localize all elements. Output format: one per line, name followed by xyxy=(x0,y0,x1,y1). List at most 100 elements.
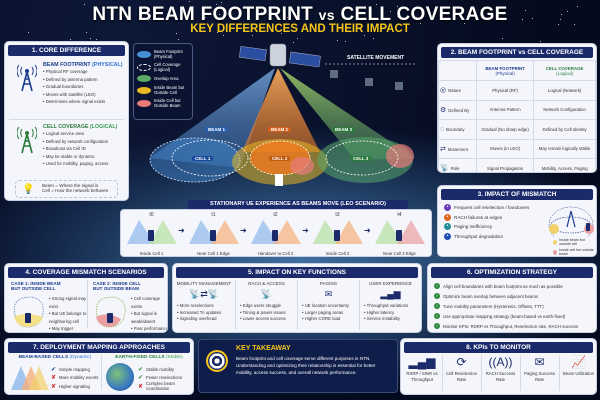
list-item: Defined by antenna pattern xyxy=(43,76,122,84)
beam-based-cells: BEAM-BASED CELLS (Dynamic) ✔ Simple mappi… xyxy=(11,355,99,360)
beam-based-heading: BEAM-BASED CELLS xyxy=(19,355,69,360)
kpi-label: RACH Success Rate xyxy=(482,371,519,383)
panel-title: 7. DEPLOYMENT MAPPING APPROACHES xyxy=(8,342,190,353)
panel-title: 4. COVERAGE MISMATCH SCENARIOS xyxy=(8,267,164,278)
timeline-step: t2 Handover to Cell 2 xyxy=(249,212,302,257)
row-label-text: Boundary xyxy=(446,127,464,132)
mismatch-item: • Throughput degradation xyxy=(444,232,529,242)
timeline-step: t4 Near Cell 2 Edge xyxy=(373,212,426,257)
legend-item: Cell Coverage (Logical) xyxy=(137,62,189,72)
function-column: MOBILITY MANAGEMENT📡⇄📡More reselectionsI… xyxy=(173,280,235,330)
panel-core-difference: 1. CORE DIFFERENCE BEAM FOOTPRINT (PHYSI… xyxy=(4,41,129,201)
function-icon: 📡 xyxy=(236,286,297,303)
function-column: USER EXPERIENCE ▂▄▆ Throughput variationsH… xyxy=(359,280,421,330)
row-label: ⚙ Defined By xyxy=(439,100,477,120)
cell-value: Defined by Cell Identity xyxy=(534,120,596,140)
optimization-text: Tune mobility parameters (Hysteresis, Of… xyxy=(443,304,544,309)
star xyxy=(297,38,298,39)
panel-title: 5. IMPACT ON KEY FUNCTIONS xyxy=(176,267,418,278)
function-column: RACH & ACCESS 📡 Edge users struggleTiming … xyxy=(235,280,297,330)
kpi-label: Beam Utilization xyxy=(560,371,597,377)
row-icon: ⚙ xyxy=(440,107,446,114)
list-item: May trigger reselection xyxy=(49,325,89,333)
list-item: Service instability xyxy=(364,316,421,323)
cell-coverage-block: CELL COVERAGE (LOGICAL) Logical service … xyxy=(43,124,117,168)
row-label-text: Movement xyxy=(448,147,468,152)
deployment-item: ✔ Simple mapping xyxy=(51,365,98,374)
case-2-diagram-icon xyxy=(93,295,129,329)
optimization-text: Align cell boundaries with beam footprin… xyxy=(443,284,563,289)
star xyxy=(96,39,97,40)
legend-swatch-icon xyxy=(137,64,151,71)
list-item: But UE belongs to neighboring cell xyxy=(49,310,89,325)
legend-label: Beam Footprint (Physical) xyxy=(154,49,189,59)
beam-position-icon xyxy=(311,218,364,246)
mismatch-icon: • xyxy=(444,233,451,240)
panel-impact-on-key-functions: 5. IMPACT ON KEY FUNCTIONS MOBILITY MANA… xyxy=(172,263,422,333)
function-list: More reselectionsIncreased TA updatesSig… xyxy=(173,303,235,323)
kpi-label: Cell Reselection Rate xyxy=(443,371,480,383)
kpi-item: ▂▄▆ RSRP / SINR vs Throughput xyxy=(403,355,441,391)
legend-label: Inside Cell but Outside Beam xyxy=(154,98,189,108)
case-1: CASE 1: INSIDE BEAM BUT OUTSIDE CELL Str… xyxy=(11,281,86,291)
optimization-item: ✓ Tune mobility parameters (Hysteresis, O… xyxy=(434,301,578,311)
header-beam: BEAM FOOTPRINT (Physical) xyxy=(477,61,534,81)
function-column: PAGING✉UE location uncertaintyLarger pag… xyxy=(297,280,359,330)
beam-based-tag: (Dynamic) xyxy=(70,355,92,360)
list-item: Poor performance or access failure xyxy=(131,325,168,333)
check-circle-icon: ✓ xyxy=(434,293,440,299)
panel-title: 8. KPIs TO MONITOR xyxy=(404,342,593,353)
cell-3-label: CELL 3 xyxy=(350,156,371,161)
optimization-item: ✓ Monitor KPIs: RSRP vs Throughput, Resel… xyxy=(434,321,578,331)
function-icon: 📡⇄📡 xyxy=(173,286,235,303)
legend-item: Overlap Area xyxy=(137,75,189,82)
panel-title: 1. CORE DIFFERENCE xyxy=(8,45,125,56)
function-list: Throughput variationsHigher latencyServi… xyxy=(360,303,421,323)
legend-swatch-icon xyxy=(137,75,151,82)
globe-icon xyxy=(106,363,134,391)
legend-label: Inside Beam but Outside Cell xyxy=(154,85,189,95)
cell-value: Mobility, Access, Paging xyxy=(534,159,596,174)
cell-tower-icon xyxy=(17,126,37,159)
row-icon: ◌ xyxy=(440,126,444,133)
check-icon: ✔ xyxy=(51,366,56,373)
row-label: ◌ Boundary xyxy=(439,120,477,140)
antenna-icon xyxy=(17,64,37,97)
header-blank xyxy=(439,61,477,81)
mismatch-list: • Frequent cell reselection / handovers • R… xyxy=(444,203,529,241)
cell-value: Logical (Network) xyxy=(534,81,596,101)
legend-swatch-icon xyxy=(137,100,151,107)
list-item: Signaling overhead xyxy=(177,316,235,323)
list-item: Cell coverage exists xyxy=(131,295,168,310)
check-circle-icon: ✓ xyxy=(434,303,440,309)
legend-item: Inside Cell but Outside Beam xyxy=(137,98,189,108)
panel-coverage-mismatch-scenarios: 4. COVERAGE MISMATCH SCENARIOS CASE 1: I… xyxy=(4,263,168,333)
star xyxy=(221,2,222,3)
beam-footprint-list: Physical RF coverageDefined by antenna p… xyxy=(43,68,122,106)
beam-position-icon xyxy=(249,218,302,246)
legend-swatch-icon xyxy=(137,87,151,94)
arrow-right-icon: ➜ xyxy=(364,226,371,235)
star xyxy=(189,1,190,2)
mismatch-icon: • xyxy=(444,214,451,221)
target-icon xyxy=(206,350,228,372)
beam-value: Antenna Pattern xyxy=(477,100,534,120)
optimization-item: ✓ Use appropriate mapping strategy (beam-… xyxy=(434,311,578,321)
list-item: Strong signal may exist xyxy=(49,295,89,310)
legend-label: Cell Coverage (Logical) xyxy=(154,62,189,72)
cross-icon: ✘ xyxy=(51,374,56,381)
divider xyxy=(101,355,102,390)
panel-beam-vs-cell: 2. BEAM FOOTPRINT vs CELL COVERAGE BEAM … xyxy=(437,43,597,173)
list-item: Lower access success xyxy=(240,316,297,323)
mismatch-icon: • xyxy=(444,223,451,230)
beam-3-label: BEAM 3 xyxy=(332,127,355,132)
kpi-item: ⟳ Cell Reselection Rate xyxy=(442,355,480,391)
list-item: But signal is weak/absent xyxy=(131,310,168,325)
legend-inside-beam: Inside beam but outside cell xyxy=(559,238,596,246)
deployment-text: Fewer reselections xyxy=(146,375,182,380)
cell-coverage-tag: (LOGICAL) xyxy=(90,124,117,130)
earth-fixed-tag: (Stable) xyxy=(166,355,183,360)
beam-position-icon xyxy=(125,218,178,246)
function-list: Edge users struggleTiming & power issues… xyxy=(236,303,297,323)
mismatch-text: Paging inefficiency xyxy=(454,224,492,229)
